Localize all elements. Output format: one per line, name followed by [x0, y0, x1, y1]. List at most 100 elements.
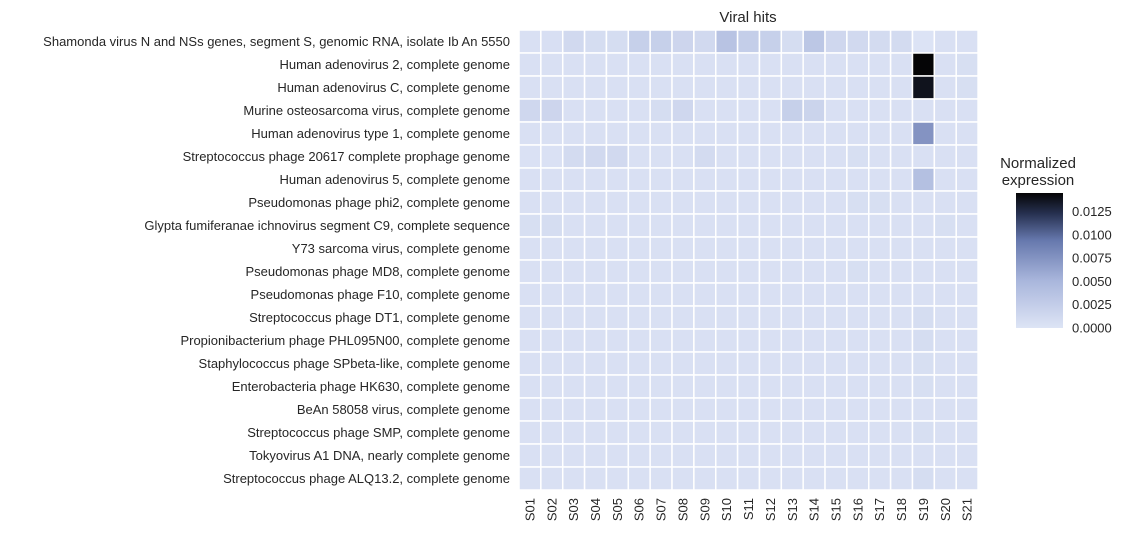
heatmap-cell	[649, 52, 673, 77]
heatmap-cell	[736, 144, 761, 169]
heatmap-cell	[955, 213, 979, 238]
heatmap-cell	[933, 75, 957, 100]
heatmap-cell	[671, 190, 695, 215]
heatmap-cell	[714, 144, 739, 169]
heatmap-cell	[758, 190, 783, 215]
heatmap-cell	[933, 443, 957, 468]
heatmap-cell	[780, 351, 804, 376]
heatmap-cell	[627, 190, 651, 215]
heatmap-cell	[627, 443, 651, 468]
heatmap-cell	[671, 305, 695, 330]
heatmap-cell	[911, 328, 936, 353]
heatmap-cell	[583, 167, 608, 192]
heatmap-cell	[540, 29, 564, 54]
heatmap-cell	[605, 121, 630, 146]
heatmap-cell	[714, 374, 739, 399]
heatmap-cell	[605, 98, 630, 123]
heatmap-cell	[540, 466, 564, 491]
heatmap-cell	[933, 305, 957, 330]
heatmap-cell	[736, 328, 761, 353]
heatmap-cell	[649, 213, 673, 238]
heatmap-cell	[955, 374, 979, 399]
heatmap-cell	[714, 236, 739, 261]
heatmap-cell	[671, 98, 695, 123]
chart-title: Viral hits	[719, 9, 776, 26]
heatmap-cell	[627, 420, 651, 445]
heatmap-cell	[955, 443, 979, 468]
heatmap-cell	[649, 328, 673, 353]
row-label: Y73 sarcoma virus, complete genome	[292, 241, 510, 256]
heatmap-cell	[583, 397, 608, 422]
heatmap-cell	[693, 29, 717, 54]
heatmap-cell	[911, 144, 936, 169]
heatmap-cell	[758, 305, 783, 330]
heatmap-cell	[780, 52, 804, 77]
heatmap-cell	[889, 213, 914, 238]
heatmap-cell	[802, 397, 826, 422]
heatmap-cell	[868, 52, 892, 77]
heatmap-cell	[824, 466, 848, 491]
heatmap-cell	[802, 236, 826, 261]
heatmap-cell	[561, 52, 586, 77]
heatmap-cell	[671, 328, 695, 353]
heatmap-cell	[693, 121, 717, 146]
heatmap-cell	[605, 305, 630, 330]
heatmap-cell	[583, 190, 608, 215]
heatmap-cell	[518, 75, 542, 100]
heatmap-cell	[868, 121, 892, 146]
heatmap-cell	[911, 282, 936, 307]
heatmap-cell	[780, 75, 804, 100]
heatmap-cell	[736, 236, 761, 261]
heatmap-cell	[693, 282, 717, 307]
heatmap-cell	[693, 305, 717, 330]
heatmap-cell	[605, 75, 630, 100]
heatmap-cell	[911, 397, 936, 422]
heatmap-cell	[627, 305, 651, 330]
column-label: S20	[938, 498, 953, 521]
heatmap-cell	[780, 374, 804, 399]
heatmap-cell	[802, 121, 826, 146]
heatmap-cell	[889, 190, 914, 215]
heatmap-cell	[758, 466, 783, 491]
heatmap-cell	[933, 167, 957, 192]
column-label: S02	[544, 498, 559, 521]
heatmap-cell	[868, 305, 892, 330]
heatmap-cell	[605, 282, 630, 307]
heatmap-cell	[824, 29, 848, 54]
heatmap-cell	[540, 443, 564, 468]
heatmap-cell	[627, 167, 651, 192]
heatmap-cell	[889, 397, 914, 422]
heatmap-cell	[736, 420, 761, 445]
heatmap-cell	[518, 259, 542, 284]
heatmap-cell	[671, 443, 695, 468]
heatmap-cell	[824, 98, 848, 123]
heatmap-cell	[561, 374, 586, 399]
heatmap-cell	[671, 144, 695, 169]
heatmap-cell	[583, 259, 608, 284]
heatmap-cell	[583, 144, 608, 169]
column-label: S18	[894, 498, 909, 521]
heatmap-cell	[583, 420, 608, 445]
heatmap-cell	[780, 167, 804, 192]
heatmap-cell	[518, 52, 542, 77]
heatmap-cell	[671, 374, 695, 399]
heatmap-cell	[846, 420, 870, 445]
heatmap-cell	[846, 121, 870, 146]
heatmap-cell	[736, 259, 761, 284]
heatmap-cell	[846, 397, 870, 422]
heatmap-cell	[693, 144, 717, 169]
heatmap-cell	[540, 236, 564, 261]
heatmap-cell	[868, 443, 892, 468]
heatmap-cell	[649, 98, 673, 123]
heatmap-cell	[649, 305, 673, 330]
heatmap-cell	[824, 397, 848, 422]
heatmap-cell	[846, 259, 870, 284]
heatmap-cell	[649, 443, 673, 468]
heatmap-cell	[561, 351, 586, 376]
heatmap-cell	[561, 420, 586, 445]
column-label: S15	[828, 498, 843, 521]
heatmap-cell	[561, 397, 586, 422]
heatmap-cell	[824, 420, 848, 445]
heatmap-cell	[933, 466, 957, 491]
heatmap-cell	[889, 121, 914, 146]
